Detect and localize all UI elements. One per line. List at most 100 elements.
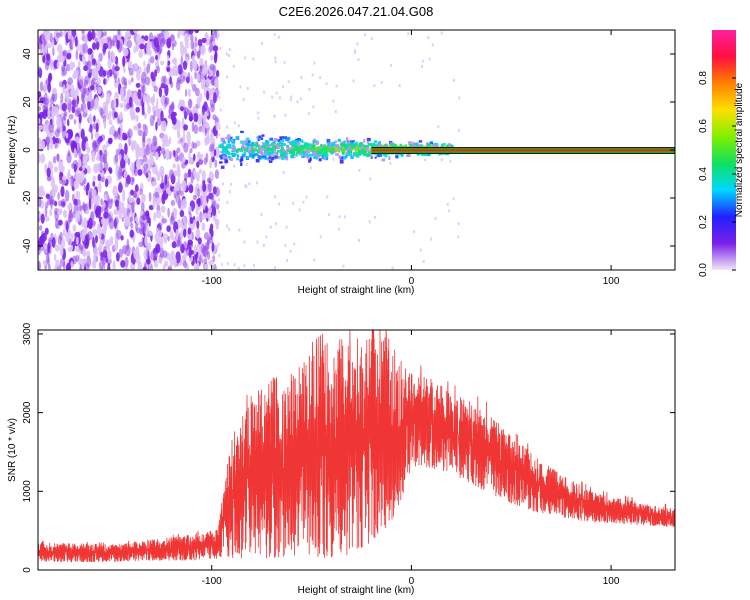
heatmap-cell xyxy=(282,136,285,139)
heatmap-cell xyxy=(271,156,275,161)
heatmap-cell xyxy=(46,252,50,264)
heatmap-cell xyxy=(163,238,167,244)
heatmap-cell xyxy=(209,158,213,169)
heatmap-cell xyxy=(348,145,352,148)
heatmap-cell xyxy=(240,140,244,144)
heatmap-cell xyxy=(98,231,102,240)
heatmap-cell xyxy=(188,156,193,165)
heatmap-cell xyxy=(252,57,255,61)
heatmap-cell xyxy=(306,148,309,151)
heatmap-cell xyxy=(284,243,287,247)
heatmap-cell xyxy=(88,197,92,210)
heatmap-cell xyxy=(55,32,61,38)
heatmap-cell xyxy=(184,33,189,39)
heatmap-cell xyxy=(283,136,287,140)
heatmap-cell xyxy=(256,181,258,185)
heatmap-cell xyxy=(285,225,288,229)
heatmap-cell xyxy=(226,224,228,228)
heatmap-cell xyxy=(257,111,260,115)
heatmap-cell xyxy=(181,198,187,209)
heatmap-cell xyxy=(187,227,192,235)
heatmap-cell xyxy=(44,163,47,173)
heatmap-cell xyxy=(309,157,312,161)
heatmap-cell xyxy=(173,170,178,177)
heatmap-cell xyxy=(244,140,248,143)
heatmap-cell xyxy=(151,76,156,82)
heatmap-cell xyxy=(242,98,245,102)
heatmap-cell xyxy=(94,131,100,139)
heatmap-cell xyxy=(251,154,255,159)
heatmap-cell xyxy=(265,151,268,155)
heatmap-cell xyxy=(140,95,143,106)
heatmap-cell xyxy=(87,217,93,230)
heatmap-cell xyxy=(56,61,60,70)
heatmap-cell xyxy=(184,88,188,97)
heatmap-cell xyxy=(198,125,203,133)
heatmap-cell xyxy=(75,210,81,223)
heatmap-cell xyxy=(198,92,203,102)
spectrogram-xtick-label: -100 xyxy=(202,276,222,287)
heatmap-cell xyxy=(399,153,403,156)
heatmap-cell xyxy=(49,103,53,112)
heatmap-cell xyxy=(302,145,307,148)
heatmap-cell xyxy=(378,141,381,144)
heatmap-cell xyxy=(276,145,280,150)
heatmap-cell xyxy=(344,145,348,149)
heatmap-cell xyxy=(257,138,260,142)
heatmap-cell xyxy=(87,30,93,42)
heatmap-cell xyxy=(130,110,136,121)
heatmap-cell xyxy=(211,242,215,253)
heatmap-cell xyxy=(308,159,311,163)
heatmap-cell xyxy=(186,131,191,143)
heatmap-cell xyxy=(156,205,161,212)
heatmap-cell xyxy=(139,38,145,45)
heatmap-cell xyxy=(303,154,308,158)
heatmap-cell xyxy=(351,140,355,143)
heatmap-cell xyxy=(131,76,134,83)
heatmap-cell xyxy=(180,229,184,239)
heatmap-cell xyxy=(45,30,51,41)
heatmap-cell xyxy=(351,146,355,150)
heatmap-cell xyxy=(326,146,331,151)
heatmap-cell xyxy=(172,163,176,169)
heatmap-cell xyxy=(156,98,159,110)
heatmap-cell xyxy=(261,42,263,45)
heatmap-cell xyxy=(258,135,262,138)
heatmap-cell xyxy=(47,109,51,118)
heatmap-cell xyxy=(225,75,228,79)
heatmap-cell xyxy=(324,153,329,158)
heatmap-cell xyxy=(241,153,245,157)
heatmap-cell xyxy=(81,30,85,35)
heatmap-cell xyxy=(128,96,133,108)
heatmap-cell xyxy=(81,258,88,264)
heatmap-cell xyxy=(54,166,58,173)
heatmap-cell xyxy=(155,121,158,131)
heatmap-cell xyxy=(67,211,73,223)
heatmap-cell xyxy=(274,60,277,64)
heatmap-cell xyxy=(66,221,69,233)
heatmap-cell xyxy=(124,181,129,188)
heatmap-cell xyxy=(334,110,337,114)
heatmap-cell xyxy=(288,150,292,153)
heatmap-cell xyxy=(142,266,147,270)
heatmap-cell xyxy=(166,187,170,194)
heatmap-cell xyxy=(370,145,374,149)
colorbar-tick-label: 0.8 xyxy=(698,71,709,85)
heatmap-cell xyxy=(183,142,189,153)
heatmap-cell xyxy=(141,110,145,116)
heatmap-cell xyxy=(154,191,160,199)
heatmap-cell xyxy=(219,108,222,112)
heatmap-cell xyxy=(424,158,427,162)
snr-xtick-label: -100 xyxy=(202,576,222,587)
heatmap-cell xyxy=(118,142,123,150)
colorbar-tick-label: 0.0 xyxy=(698,263,709,277)
heatmap-cell xyxy=(92,175,97,181)
heatmap-cell xyxy=(166,66,171,72)
heatmap-cell xyxy=(289,141,292,145)
heatmap-cell xyxy=(218,123,221,127)
heatmap-cell xyxy=(87,92,93,102)
heatmap-cell xyxy=(51,186,56,199)
heatmap-cell xyxy=(85,140,89,150)
heatmap-cell xyxy=(143,163,149,170)
heatmap-cell xyxy=(95,41,100,50)
